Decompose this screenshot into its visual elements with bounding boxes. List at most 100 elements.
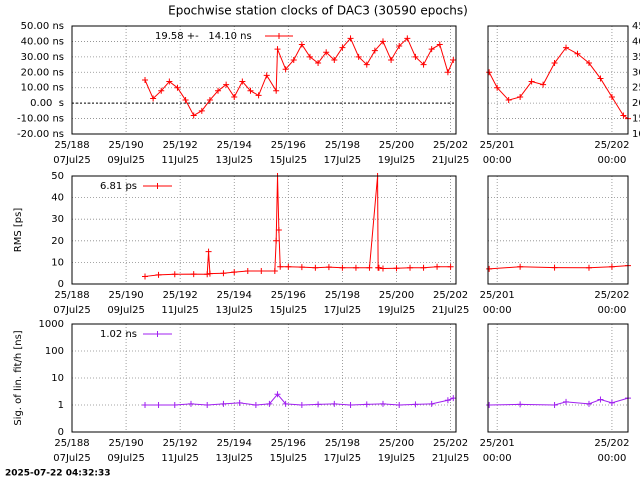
y-tick-label: 10: [51, 373, 64, 384]
point-marker: [266, 400, 273, 407]
point-marker: [244, 268, 251, 275]
y-axis-label: Sig. of lin. fit/h [ns]: [13, 330, 24, 425]
point-marker: [155, 271, 162, 278]
x-tick-label: 07Jul25: [53, 305, 91, 316]
y-tick-label: 50: [51, 171, 64, 182]
x-tick-label: 25/192: [163, 140, 198, 151]
point-marker: [412, 53, 419, 60]
point-marker: [494, 84, 501, 91]
point-marker: [285, 263, 292, 270]
timestamp: 2025-07-22 04:32:33: [5, 469, 110, 479]
point-marker: [540, 81, 547, 88]
point-marker: [263, 72, 270, 79]
legend-label: 1.02 ns: [100, 329, 137, 340]
x-tick-label: 09Jul25: [107, 305, 145, 316]
x-tick-label: 25/201: [480, 140, 515, 151]
x-tick-label: 21Jul25: [432, 453, 470, 464]
x-tick-label: 25/200: [379, 140, 414, 151]
point-marker: [486, 402, 493, 408]
point-marker: [528, 78, 535, 85]
point-marker: [273, 237, 280, 244]
x-tick-label: 25/190: [108, 290, 143, 301]
plot-frame: [71, 25, 457, 135]
point-marker: [306, 53, 313, 60]
x-tick-label: 15Jul25: [270, 453, 308, 464]
y-tick-label: 30.00 ns: [21, 52, 64, 63]
legend-label: 6.81 ps: [100, 181, 137, 192]
point-marker: [206, 270, 213, 277]
x-tick-label: 21Jul25: [432, 305, 470, 316]
point-marker: [190, 271, 197, 278]
series-line: [144, 37, 454, 117]
point-marker: [282, 66, 289, 73]
x-tick-label: 25/196: [271, 140, 306, 151]
point-marker: [277, 263, 284, 270]
x-tick-label: 25/190: [108, 140, 143, 151]
x-tick-label: 21Jul25: [432, 155, 470, 166]
plot-frame: [71, 175, 457, 285]
point-marker: [407, 264, 414, 271]
point-marker: [420, 264, 427, 271]
y-tick-label: 20.00 ns: [21, 67, 64, 78]
x-tick-label: 13Jul25: [215, 453, 253, 464]
point-marker: [379, 38, 386, 45]
point-marker: [420, 61, 427, 68]
legend-label: 19.58 +- 14.10 ns: [155, 31, 252, 42]
x-tick-label: 25/198: [325, 290, 360, 301]
point-marker: [366, 264, 373, 271]
x-tick-label: 00:00: [483, 453, 512, 464]
point-marker: [190, 112, 197, 119]
point-marker: [412, 401, 419, 408]
point-marker: [450, 395, 457, 402]
point-marker: [444, 397, 451, 404]
x-tick-label: 25/190: [108, 438, 143, 449]
x-tick-label: 19Jul25: [378, 453, 416, 464]
x-tick-label: 25/202: [594, 140, 629, 151]
point-marker: [563, 398, 570, 405]
y-tick-label: 1000: [39, 319, 64, 330]
x-tick-label: 17Jul25: [324, 305, 362, 316]
point-marker: [231, 269, 238, 276]
point-marker: [597, 75, 604, 82]
x-tick-label: 25/198: [325, 438, 360, 449]
point-marker: [142, 273, 149, 280]
x-tick-label: 25/188: [54, 140, 89, 151]
y-tick-label: 20: [51, 236, 64, 247]
x-tick-label: 17Jul25: [324, 155, 362, 166]
point-marker: [585, 400, 592, 407]
point-marker: [271, 268, 278, 275]
y-axis-label: RMS [ps]: [13, 208, 24, 253]
point-marker: [247, 87, 254, 94]
point-marker: [347, 35, 354, 42]
series-line: [489, 397, 629, 406]
y-tick-label: 1: [58, 400, 64, 411]
point-marker: [375, 264, 382, 271]
plot-frame: [71, 323, 457, 433]
point-marker: [273, 87, 280, 94]
plot-frame: [487, 323, 629, 433]
series-line: [144, 175, 451, 277]
point-marker: [355, 53, 362, 60]
x-tick-label: 17Jul25: [324, 453, 362, 464]
point-marker: [150, 95, 157, 102]
x-tick-label: 13Jul25: [215, 155, 253, 166]
point-marker: [388, 56, 395, 63]
point-marker: [371, 47, 378, 54]
point-marker: [396, 43, 403, 50]
point-marker: [347, 402, 354, 408]
point-marker: [517, 93, 524, 100]
point-marker: [363, 61, 370, 68]
legend-marker: [276, 33, 282, 39]
plot-frame: [487, 175, 629, 285]
point-marker: [206, 97, 213, 104]
point-marker: [597, 396, 604, 403]
x-tick-label: 25/196: [271, 438, 306, 449]
point-marker: [298, 402, 305, 408]
y-tick-label: 30: [51, 214, 64, 225]
x-tick-label: 00:00: [483, 305, 512, 316]
point-marker: [239, 78, 246, 85]
legend-marker: [154, 331, 161, 337]
y-tick-label: 10: [51, 257, 64, 268]
plot-frame: [487, 25, 629, 135]
x-tick-label: 19Jul25: [378, 305, 416, 316]
